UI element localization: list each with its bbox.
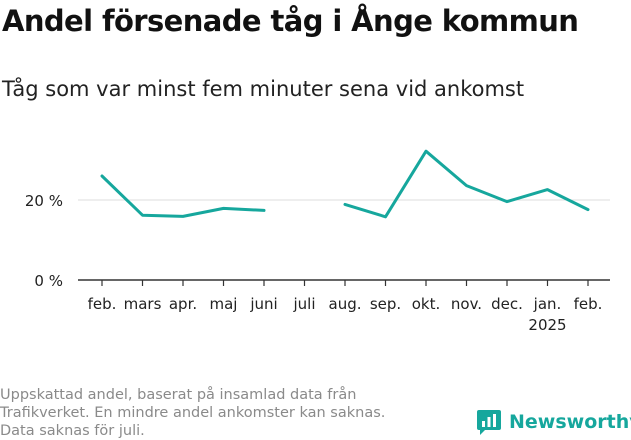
- line-chart: 0 % 20 % feb. mars apr. maj juni juli aug. sep. o…: [25, 149, 610, 334]
- footnote-line-1: Uppskattad andel, baserat på insamlad da…: [0, 387, 357, 403]
- newsworthy-logo-icon: [477, 410, 501, 435]
- x-tick-label-8: okt.: [412, 295, 441, 313]
- x-tick-label-4: juni: [249, 295, 277, 313]
- x-axis: feb. mars apr. maj juni juli aug. sep. okt. nov. d…: [78, 279, 610, 334]
- y-tick-label-20: 20 %: [25, 192, 63, 210]
- series-line-segment-1: [100, 174, 266, 218]
- x-tick-label-1: mars: [124, 295, 162, 313]
- x-tick-label-2: apr.: [169, 295, 197, 313]
- x-tick-label-6: aug.: [329, 295, 362, 313]
- x-year-label: 2025: [528, 316, 566, 334]
- x-tick-label-12: feb.: [574, 295, 603, 313]
- x-tick-label-5: juli: [292, 295, 315, 313]
- brand-logo: Newsworthy: [476, 409, 631, 435]
- y-axis-tick-labels: 0 % 20 %: [25, 192, 63, 290]
- x-tick-label-11: jan.: [533, 295, 562, 313]
- x-tick-label-9: nov.: [451, 295, 482, 313]
- x-tick-label-10: dec.: [491, 295, 523, 313]
- footnote-line-2: Trafikverket. En mindre andel ankomster …: [0, 405, 386, 421]
- y-tick-label-0: 0 %: [34, 272, 63, 290]
- x-tick-label-0: feb.: [88, 295, 117, 313]
- brand-name: Newsworthy: [509, 411, 631, 433]
- x-tick-label-3: maj: [210, 295, 238, 313]
- footnote-line-3: Data saknas för juli.: [0, 423, 145, 439]
- footnote: Uppskattad andel, baserat på insamlad da…: [0, 386, 450, 440]
- series-line-segment-2: [343, 149, 590, 219]
- chart-subtitle: Tåg som var minst fem minuter sena vid a…: [2, 77, 525, 101]
- chart-title: Andel försenade tåg i Ånge kommun: [2, 4, 579, 38]
- series-lines: [100, 149, 590, 219]
- x-tick-label-7: sep.: [370, 295, 401, 313]
